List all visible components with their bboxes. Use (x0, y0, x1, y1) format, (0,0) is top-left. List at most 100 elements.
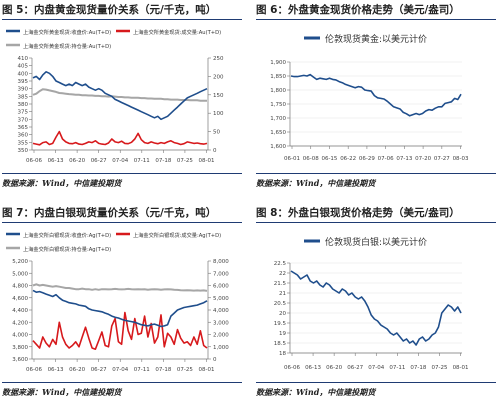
x-tick-label: 07-20 (415, 156, 431, 162)
y2-tick-label: 5,000 (213, 296, 229, 302)
x-tick-label: 06-27 (91, 367, 107, 373)
series-line (32, 130, 208, 146)
x-tick-label: 07-04 (112, 367, 128, 373)
y-tick-label: 1,700 (270, 116, 286, 122)
y-tick-label: 22 (279, 271, 286, 277)
y-tick-label: 20.5 (274, 301, 287, 307)
panel-title: 图 6：外盘黄金现货价格走势（美元/盎司） (256, 4, 460, 16)
gold-london-chart: 伦敦现货黄金:以美元计价 1,600 1,650 1,700 1,750 1,800 1,8… (270, 33, 469, 162)
x-tick-label: 06-29 (359, 156, 375, 162)
x-tick-label: 06-06 (26, 158, 42, 164)
y2-tick-label: 50 (213, 130, 220, 136)
panel-rule (2, 19, 242, 20)
x-tick-label: 06-01 (284, 156, 300, 162)
legend-label: 伦敦现货黄金:以美元计价 (325, 33, 427, 45)
panel-rule (256, 222, 496, 223)
x-tick-label: 06-22 (340, 156, 356, 162)
y2-tick-label: 2,000 (213, 333, 229, 339)
x-tick-label: 07-11 (389, 365, 405, 371)
x-tick-label: 08-01 (198, 367, 214, 373)
x-tick-label: 06-13 (48, 367, 64, 373)
y-tick-label: 20 (279, 311, 286, 317)
panel-rule (256, 382, 496, 383)
y-tick-label: 3,800 (12, 345, 28, 351)
y-tick-label: 1,650 (270, 130, 286, 136)
x-tick-label: 06-06 (284, 365, 300, 371)
panel-rule (2, 222, 242, 223)
y-tick-label: 365 (18, 125, 29, 131)
x-tick-label: 07-04 (112, 158, 128, 164)
y-tick-label: 375 (18, 110, 29, 116)
x-tick-label: 07-25 (177, 367, 193, 373)
series-line (32, 311, 208, 350)
legend-label: 上海金交所白银现货:持仓量:Ag(T+D) (23, 245, 111, 253)
legend-label: 上海金交所白银现货:收盘价:Ag(T+D) (23, 231, 111, 239)
y2-tick-label: 0 (213, 148, 217, 154)
y-tick-label: 4,600 (12, 296, 28, 302)
y-tick-label: 1,850 (270, 74, 286, 80)
y-tick-label: 380 (18, 102, 29, 108)
x-tick-label: 07-18 (410, 365, 426, 371)
panel-title: 图 7：内盘白银现货量价关系（元/千克，吨） (2, 207, 217, 219)
panel-title: 图 8：外盘白银现货价格走势（美元/盎司） (256, 207, 460, 219)
panel-rule (2, 382, 242, 383)
y-tick-label: 5,200 (12, 259, 28, 265)
x-tick-label: 06-13 (48, 158, 64, 164)
x-tick-label: 07-06 (378, 156, 394, 162)
legend-label: 上海金交所白银现货:成交量:Ag(T+D) (133, 231, 221, 239)
y-tick-label: 18 (279, 351, 286, 357)
y-tick-label: 360 (18, 133, 29, 139)
series-line (32, 70, 208, 121)
y2-tick-label: 7,000 (213, 271, 229, 277)
legend-label: 上海金交所黄金现货:收盘价:Au(T+D) (23, 28, 111, 36)
y-tick-label: 21.5 (274, 281, 287, 287)
series-line (290, 73, 462, 117)
x-tick-label: 07-04 (368, 365, 384, 371)
y-tick-label: 4,800 (12, 284, 28, 290)
series-line (32, 88, 207, 102)
y-tick-label: 5,000 (12, 271, 28, 277)
legend-label: 伦敦现货白银:以美元计价 (325, 236, 427, 248)
x-tick-label: 06-06 (26, 367, 42, 373)
y-tick-label: 19 (279, 331, 286, 337)
panel-rule (2, 173, 242, 174)
source-note: 数据来源：Wind，中信建投期货 (256, 178, 376, 188)
y-tick-label: 1,800 (270, 88, 286, 94)
y2-tick-label: 8,000 (213, 259, 229, 265)
y-tick-label: 4,200 (12, 320, 28, 326)
y2-tick-label: 0 (213, 357, 217, 363)
x-tick-label: 07-25 (177, 158, 193, 164)
y-tick-label: 370 (18, 117, 29, 123)
source-note: 数据来源：Wind，中信建投期货 (2, 387, 122, 397)
y-tick-label: 390 (18, 87, 29, 93)
y2-tick-label: 200 (213, 74, 224, 80)
x-tick-label: 06-08 (303, 156, 319, 162)
x-tick-label: 07-25 (431, 365, 447, 371)
y2-tick-label: 3,000 (213, 320, 229, 326)
y2-tick-label: 6,000 (213, 284, 229, 290)
panel-rule (256, 173, 496, 174)
x-tick-label: 07-18 (155, 158, 171, 164)
y-tick-label: 22.5 (274, 261, 287, 267)
x-tick-label: 06-13 (305, 365, 321, 371)
series-line (32, 289, 208, 328)
y-tick-label: 1,600 (270, 144, 286, 150)
y2-tick-label: 1,000 (213, 345, 229, 351)
y-tick-label: 1,900 (270, 60, 286, 66)
y-tick-label: 350 (18, 148, 29, 154)
series-line (32, 283, 208, 292)
y-tick-label: 385 (18, 94, 29, 100)
y-tick-label: 18.5 (274, 341, 287, 347)
legend-label: 上海金交所黄金现货:成交量:Au(T+D) (133, 28, 221, 36)
y-tick-label: 3,600 (12, 357, 28, 363)
x-tick-label: 07-27 (434, 156, 450, 162)
x-tick-label: 07-18 (155, 367, 171, 373)
y2-tick-label: 100 (213, 111, 224, 117)
y2-tick-label: 150 (213, 93, 224, 99)
y-tick-label: 410 (18, 56, 29, 62)
y-tick-label: 4,400 (12, 308, 28, 314)
x-tick-label: 06-27 (91, 158, 107, 164)
source-note: 数据来源：Wind，中信建投期货 (256, 387, 376, 397)
y-tick-label: 19.5 (274, 321, 287, 327)
y-tick-label: 1,750 (270, 102, 286, 108)
